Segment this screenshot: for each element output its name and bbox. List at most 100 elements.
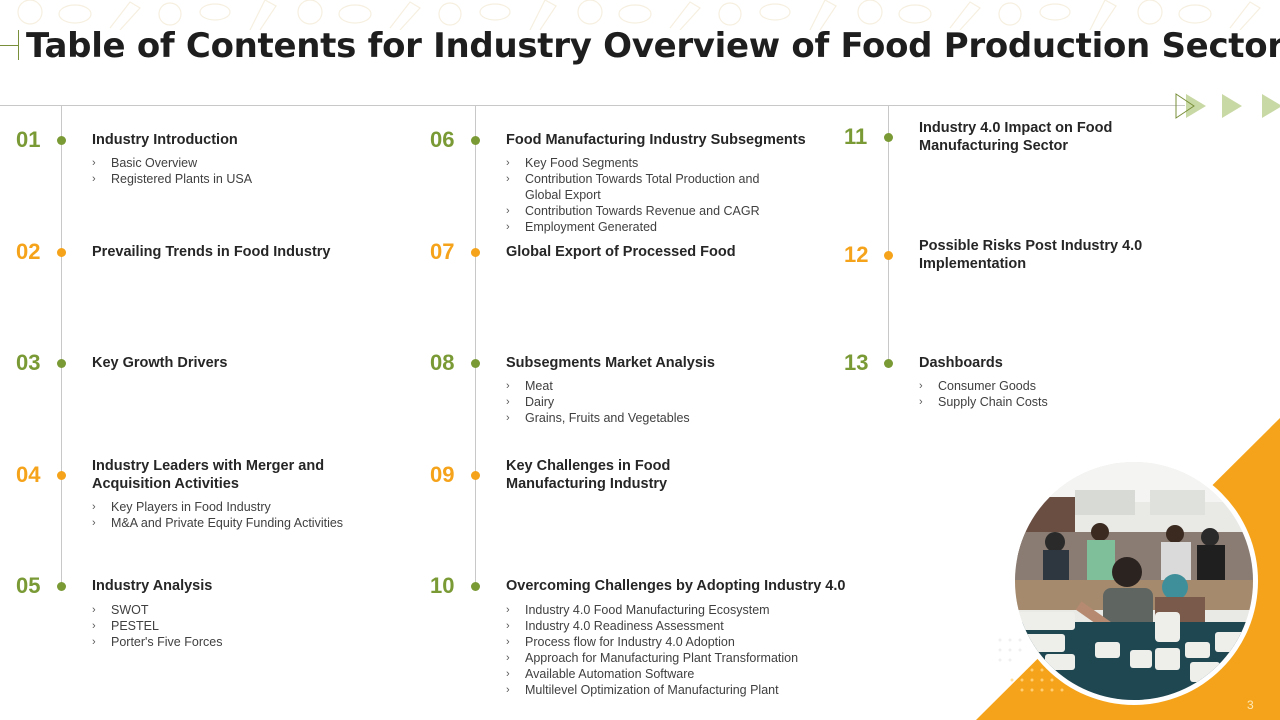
timeline-dot-icon bbox=[471, 582, 480, 591]
timeline-line-col2 bbox=[475, 105, 476, 587]
toc-number: 04 bbox=[16, 462, 41, 487]
toc-subitems: › SWOT › PESTEL › Porter's Five Forces bbox=[92, 602, 412, 650]
toc-subitems: › Industry 4.0 Food Manufacturing Ecosyst… bbox=[506, 602, 846, 698]
chevron-right-icon: › bbox=[506, 620, 510, 632]
play-arrow-icon bbox=[1186, 94, 1206, 118]
toc-subitem[interactable]: › PESTEL bbox=[92, 619, 159, 633]
chevron-right-icon: › bbox=[506, 173, 510, 185]
toc-subitem[interactable]: › Contribution Towards Revenue and CAGR bbox=[506, 204, 760, 218]
page-title: Table of Contents for Industry Overview … bbox=[26, 26, 1280, 66]
toc-number: 06 bbox=[430, 127, 455, 152]
title-accent-bar bbox=[18, 30, 19, 60]
timeline-line-col3 bbox=[888, 105, 889, 363]
toc-number: 11 bbox=[844, 124, 868, 149]
toc-title[interactable]: Prevailing Trends in Food Industry bbox=[92, 244, 331, 260]
chevron-right-icon: › bbox=[506, 221, 510, 233]
chevron-right-icon: › bbox=[506, 604, 510, 616]
toc-subitem[interactable]: › Registered Plants in USA bbox=[92, 172, 253, 186]
timeline-dot-icon bbox=[57, 248, 66, 257]
chevron-right-icon: › bbox=[506, 668, 510, 680]
toc-title[interactable]: Subsegments Market Analysis bbox=[506, 355, 715, 371]
timeline-dot-icon bbox=[471, 359, 480, 368]
timeline-dot-icon bbox=[884, 359, 893, 368]
title-accent-line bbox=[0, 45, 18, 46]
toc-title[interactable]: Overcoming Challenges by Adopting Indust… bbox=[506, 578, 846, 594]
toc-subitem[interactable]: › Grains, Fruits and Vegetables bbox=[506, 411, 690, 425]
toc-number: 08 bbox=[430, 350, 455, 375]
toc-number: 03 bbox=[16, 350, 41, 375]
toc-subitem[interactable]: › Process flow for Industry 4.0 Adoption bbox=[506, 635, 735, 649]
timeline-dot-icon bbox=[57, 582, 66, 591]
chevron-right-icon: › bbox=[92, 604, 96, 616]
toc-subitems: › Key Players in Food Industry › M&A and P… bbox=[92, 499, 412, 531]
toc-title[interactable]: Industry 4.0 Impact on Food Manufacturin… bbox=[919, 120, 1113, 154]
chevron-right-icon: › bbox=[92, 157, 96, 169]
chevron-right-icon: › bbox=[506, 157, 510, 169]
chevron-right-icon: › bbox=[506, 636, 510, 648]
header-divider bbox=[0, 105, 1185, 106]
toc-subitem[interactable]: › Approach for Manufacturing Plant Transf… bbox=[506, 651, 799, 665]
toc-subitem[interactable]: › Dairy bbox=[506, 395, 555, 409]
toc-number: 10 bbox=[430, 573, 455, 598]
toc-subitem[interactable]: › Key Food Segments bbox=[506, 156, 639, 170]
chevron-right-icon: › bbox=[506, 205, 510, 217]
toc-subitem[interactable]: › Porter's Five Forces bbox=[92, 635, 223, 649]
toc-subitem[interactable]: › Contribution Towards Total Production a… bbox=[506, 172, 760, 202]
timeline-dot-icon bbox=[471, 248, 480, 257]
play-arrow-outline-icon bbox=[1175, 93, 1195, 119]
toc-subitem[interactable]: › Consumer Goods bbox=[919, 379, 1036, 393]
chevron-right-icon: › bbox=[92, 517, 96, 529]
toc-subitem[interactable]: › Industry 4.0 Readiness Assessment bbox=[506, 619, 724, 633]
toc-number: 07 bbox=[430, 239, 455, 264]
timeline-dot-icon bbox=[471, 136, 480, 145]
toc-number: 12 bbox=[844, 242, 869, 267]
toc-subitem[interactable]: › Key Players in Food Industry bbox=[92, 500, 271, 514]
timeline-dot-icon bbox=[471, 471, 480, 480]
toc-title[interactable]: Key Challenges in Food Manufacturing Ind… bbox=[506, 458, 671, 492]
arrow-decoration bbox=[1175, 93, 1280, 119]
timeline-dot-icon bbox=[57, 136, 66, 145]
toc-title[interactable]: Industry Leaders with Merger and Acquisi… bbox=[92, 458, 325, 492]
chevron-right-icon: › bbox=[92, 620, 96, 632]
toc-title[interactable]: Food Manufacturing Industry Subsegments bbox=[506, 132, 806, 148]
timeline-dot-icon bbox=[884, 251, 893, 260]
toc-subitem[interactable]: › SWOT bbox=[92, 603, 149, 617]
toc-title[interactable]: Global Export of Processed Food bbox=[506, 244, 736, 260]
toc-subitem[interactable]: › Employment Generated bbox=[506, 220, 658, 234]
play-arrow-icon bbox=[1222, 94, 1242, 118]
toc-subitem[interactable]: › Multilevel Optimization of Manufacturin… bbox=[506, 683, 779, 697]
play-arrow-icon bbox=[1262, 94, 1280, 118]
toc-number: 01 bbox=[16, 127, 41, 152]
page-number: 3 bbox=[1247, 698, 1254, 712]
timeline-dot-icon bbox=[57, 471, 66, 480]
chevron-right-icon: › bbox=[506, 412, 510, 424]
timeline-dot-icon bbox=[57, 359, 66, 368]
toc-title[interactable]: Industry Analysis bbox=[92, 578, 213, 594]
toc-subitem[interactable]: › Industry 4.0 Food Manufacturing Ecosyst… bbox=[506, 603, 770, 617]
toc-number: 13 bbox=[844, 350, 869, 375]
toc-title[interactable]: Industry Introduction bbox=[92, 132, 238, 148]
chevron-right-icon: › bbox=[506, 396, 510, 408]
chevron-right-icon: › bbox=[506, 684, 510, 696]
toc-subitem[interactable]: › Meat bbox=[506, 379, 553, 393]
toc-subitems: › Consumer Goods › Supply Chain Costs bbox=[919, 378, 1159, 410]
toc-subitems: › Basic Overview › Registered Plants in US… bbox=[92, 155, 412, 187]
toc-subitems: › Meat › Dairy › Grains, Fruits and Vegetab… bbox=[506, 378, 806, 426]
toc-subitem[interactable]: › Supply Chain Costs bbox=[919, 395, 1048, 409]
toc-number: 09 bbox=[430, 462, 455, 487]
timeline-dot-icon bbox=[884, 133, 893, 142]
toc-subitem[interactable]: › Available Automation Software bbox=[506, 667, 695, 681]
food-pattern-background bbox=[17, 0, 1261, 30]
toc-title[interactable]: Key Growth Drivers bbox=[92, 355, 228, 371]
toc-title[interactable]: Possible Risks Post Industry 4.0 Impleme… bbox=[919, 238, 1143, 272]
chevron-right-icon: › bbox=[92, 501, 96, 513]
chevron-right-icon: › bbox=[92, 173, 96, 185]
chevron-right-icon: › bbox=[506, 380, 510, 392]
chevron-right-icon: › bbox=[506, 652, 510, 664]
toc-number: 02 bbox=[16, 239, 41, 264]
toc-subitem[interactable]: › Basic Overview bbox=[92, 156, 198, 170]
toc-title[interactable]: Dashboards bbox=[919, 355, 1003, 371]
timeline-line-col1 bbox=[61, 105, 62, 587]
toc-subitem[interactable]: › M&A and Private Equity Funding Activiti… bbox=[92, 516, 344, 530]
chevron-right-icon: › bbox=[919, 396, 923, 408]
